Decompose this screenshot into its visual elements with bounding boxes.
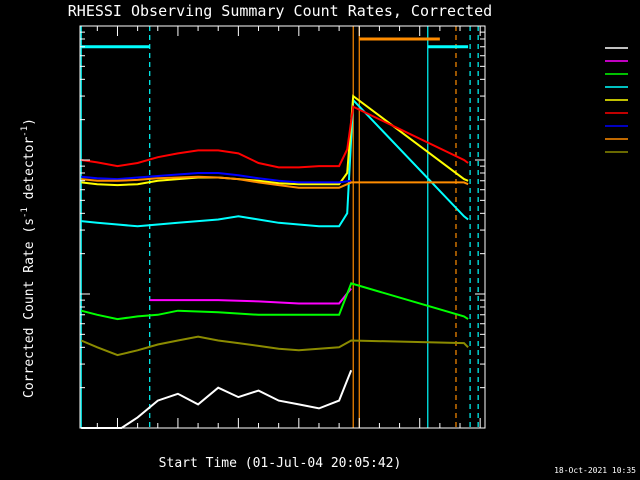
y-axis-label: Corrected Count Rate (s-1 detector-1) xyxy=(20,118,37,398)
legend xyxy=(605,47,628,153)
series-line xyxy=(81,175,469,189)
series-line xyxy=(81,105,469,169)
series-line xyxy=(81,172,352,184)
series-line xyxy=(80,335,469,357)
series-line xyxy=(80,282,469,321)
plot-area xyxy=(80,26,479,429)
chart-title: RHESSI Observing Summary Count Rates, Co… xyxy=(68,2,492,20)
x-axis-label: Start Time (01-Jul-04 20:05:42) xyxy=(159,456,402,471)
series-line xyxy=(149,287,352,305)
footer-timestamp: 18-Oct-2021 10:35 xyxy=(554,466,636,475)
plot-frame xyxy=(79,25,486,429)
series-line xyxy=(81,97,469,228)
axes xyxy=(79,25,486,429)
